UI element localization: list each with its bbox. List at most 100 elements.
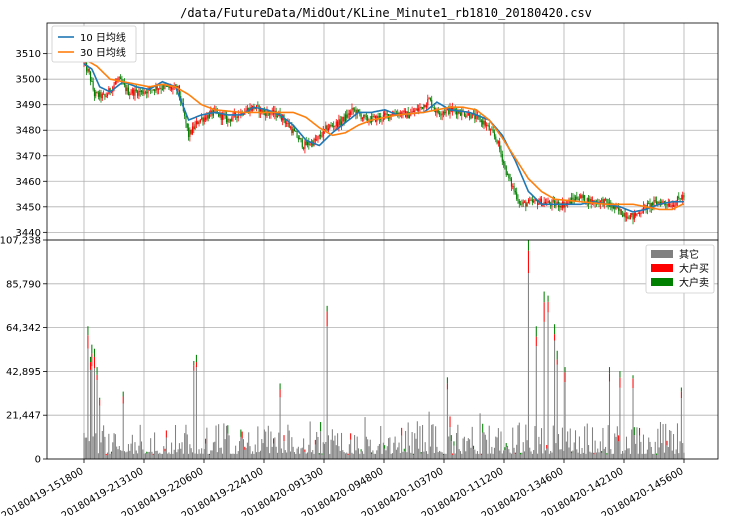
volume-bar-other: [157, 453, 160, 459]
volume-bar-other: [87, 348, 89, 459]
volume-bar-other: [586, 423, 588, 459]
volume-bar-other: [156, 450, 158, 459]
candle-body: [480, 120, 482, 123]
volume-bar-other: [635, 443, 637, 459]
candle-body: [639, 213, 641, 215]
volume-bar-other: [351, 452, 353, 459]
candle-body: [186, 123, 188, 128]
candle-body: [493, 132, 496, 137]
candle-body: [89, 71, 92, 82]
volume-bars: [83, 240, 685, 459]
volume-bar-other: [493, 447, 495, 459]
volume-bar-other: [258, 452, 260, 459]
volume-bar-other: [444, 453, 446, 459]
volume-bar-other: [309, 421, 311, 459]
volume-bar-other: [649, 441, 651, 459]
volume-bar-other: [263, 429, 265, 459]
volume-bar-other: [527, 273, 529, 459]
candle-body: [314, 138, 316, 141]
volume-bar-other: [304, 451, 306, 459]
volume-bar-big-sell: [93, 348, 95, 357]
volume-bar-other: [680, 398, 682, 459]
volume-bar-big-buy: [87, 335, 89, 349]
candle-body: [573, 199, 575, 201]
candle-body: [354, 109, 356, 111]
volume-bar-other: [574, 430, 577, 459]
candle-body: [521, 203, 523, 205]
candle-body: [500, 149, 502, 154]
candle-body: [231, 118, 233, 122]
volume-bar-other: [290, 451, 292, 459]
candle-body: [441, 113, 443, 116]
candle-body: [87, 68, 89, 72]
volume-bar-other: [654, 441, 656, 459]
volume-bar-other: [261, 439, 263, 459]
volume-bar-other: [534, 426, 536, 459]
volume-bar-other: [517, 425, 519, 459]
volume-bar-other: [439, 450, 441, 459]
volume-bar-other: [378, 443, 380, 459]
candle-body: [134, 89, 136, 96]
volume-bar-other: [492, 453, 494, 459]
candle-body: [257, 105, 259, 107]
volume-bar-other: [313, 453, 315, 459]
candle-body: [670, 206, 672, 208]
candle-body: [522, 201, 524, 204]
volume-bar-other: [504, 450, 506, 459]
volume-bar-big-sell: [87, 326, 89, 336]
volume-bar-other: [293, 452, 295, 459]
volume-bar-big-buy: [618, 435, 620, 442]
volume-bar-other: [393, 442, 395, 459]
volume-bar-other: [235, 445, 237, 459]
volume-bar-other: [135, 450, 137, 459]
volume-bar-other: [317, 436, 319, 459]
volume-bar-other: [633, 435, 635, 459]
volume-bar-other: [661, 443, 663, 459]
candle-body: [286, 123, 288, 124]
candle-body: [331, 125, 333, 127]
volume-bar-big-sell: [321, 453, 323, 455]
volume-bar-other: [394, 436, 396, 459]
candle-body: [342, 116, 344, 122]
volume-bar-other: [550, 450, 552, 459]
volume-bar-big-sell: [556, 350, 558, 360]
volume-bar-other: [109, 453, 111, 459]
candle-body: [184, 111, 186, 116]
candle-body: [437, 109, 439, 113]
candle-body: [117, 77, 119, 81]
volume-bar-other: [154, 432, 156, 459]
volume-bar-other: [473, 449, 475, 459]
volume-bar-other: [267, 425, 269, 459]
candle-body: [627, 216, 629, 219]
candle-body: [201, 117, 203, 120]
candle-body: [397, 112, 399, 115]
volume-bar-other: [486, 439, 488, 459]
candle-body: [135, 89, 137, 92]
candle-body: [229, 119, 231, 122]
volume-bar-other: [565, 441, 567, 459]
candle-body: [313, 138, 315, 146]
volume-bar-other: [554, 340, 556, 459]
volume-bar-big-buy: [152, 453, 154, 456]
volume-bar-big-sell: [208, 453, 211, 456]
candle-body: [423, 104, 425, 109]
candle-body: [662, 201, 664, 203]
volume-bar-other: [244, 449, 246, 459]
volume-bar-other: [270, 431, 272, 459]
volume-bar-other: [112, 442, 114, 459]
candle-body: [518, 200, 520, 204]
volume-bar-other: [563, 450, 565, 459]
candle-body: [156, 86, 158, 90]
volume-bar-big-buy: [164, 448, 166, 452]
volume-bar-other: [363, 453, 365, 459]
volume-bar-other: [253, 453, 255, 459]
volume-bar-big-buy: [279, 389, 281, 398]
candle-body: [525, 201, 527, 207]
volume-bar-other: [488, 425, 490, 459]
volume-bar-other: [303, 438, 305, 459]
volume-bar-other: [211, 450, 213, 459]
volume-bar-other: [224, 439, 226, 459]
volume-bar-big-sell: [608, 367, 611, 374]
candle-body: [605, 198, 607, 200]
candle-body: [569, 199, 571, 204]
